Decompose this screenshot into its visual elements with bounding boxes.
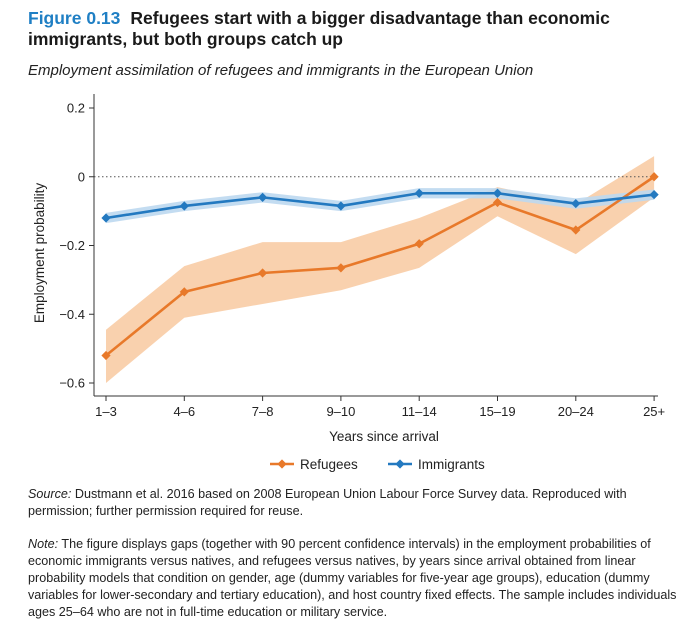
y-axis-label: Employment probability — [32, 183, 47, 324]
figure-title-block: Figure 0.13 Refugees start with a bigger … — [28, 8, 688, 50]
note-label: Note: — [28, 537, 59, 551]
data-point-immigrants — [649, 190, 659, 200]
data-point-refugees — [336, 263, 346, 273]
figure-subtitle: Employment assimilation of refugees and … — [28, 62, 534, 79]
source-note: Source: Dustmann et al. 2016 based on 20… — [28, 486, 678, 520]
data-point-immigrants — [258, 192, 268, 202]
y-tick-label: −0.4 — [59, 307, 85, 322]
data-point-immigrants — [571, 198, 581, 209]
ci-band-refugees — [106, 156, 655, 383]
source-text: Dustmann et al. 2016 based on 2008 Europ… — [28, 487, 627, 518]
line-chart: 0.2 0 −0.2 −0.4 −0.6 1–3 4–6 7–8 9–10 11–14 15–19 2… — [32, 94, 665, 472]
x-tick-label: 25+ — [643, 404, 665, 419]
x-tick-label: 11–14 — [402, 404, 437, 419]
y-tick-label: −0.6 — [59, 376, 85, 391]
data-point-immigrants — [101, 213, 111, 223]
legend-marker-immigrants — [395, 459, 405, 469]
x-axis-label: Years since arrival — [329, 429, 439, 444]
x-tick-label: 9–10 — [326, 404, 355, 419]
data-point-refugees — [179, 287, 189, 297]
x-tick-label: 4–6 — [173, 404, 195, 419]
legend-label-refugees: Refugees — [300, 457, 358, 472]
data-point-refugees — [101, 350, 111, 361]
data-point-refugees — [492, 197, 503, 208]
data-point-refugees — [571, 225, 581, 235]
figure-title: Figure 0.13 Refugees start with a bigger … — [28, 8, 688, 50]
y-tick-label: −0.2 — [59, 238, 85, 253]
figure-label: Figure 0.13 — [28, 8, 121, 28]
y-tick-label: 0 — [78, 169, 85, 184]
data-point-refugees — [414, 239, 424, 249]
x-tick-label: 20–24 — [558, 404, 594, 419]
methodology-note: Note: The figure displays gaps (together… — [28, 536, 678, 621]
legend-label-immigrants: Immigrants — [418, 457, 485, 472]
figure-title-text: Refugees start with a bigger disadvantag… — [28, 8, 610, 49]
series-line-refugees — [105, 175, 655, 357]
note-text: The figure displays gaps (together with … — [28, 537, 677, 619]
series-line-immigrants — [105, 191, 655, 220]
y-tick-label: 0.2 — [67, 101, 85, 116]
data-point-refugees — [258, 268, 268, 278]
data-point-immigrants — [414, 188, 424, 198]
data-point-immigrants — [336, 201, 346, 211]
legend-marker-refugees — [277, 459, 287, 469]
source-label: Source: — [28, 487, 72, 501]
data-point-immigrants — [492, 188, 503, 198]
data-point-refugees — [649, 172, 659, 182]
x-tick-label: 1–3 — [95, 404, 117, 419]
x-tick-label: 15–19 — [479, 404, 515, 419]
x-tick-label: 7–8 — [252, 404, 274, 419]
data-point-immigrants — [179, 201, 189, 211]
